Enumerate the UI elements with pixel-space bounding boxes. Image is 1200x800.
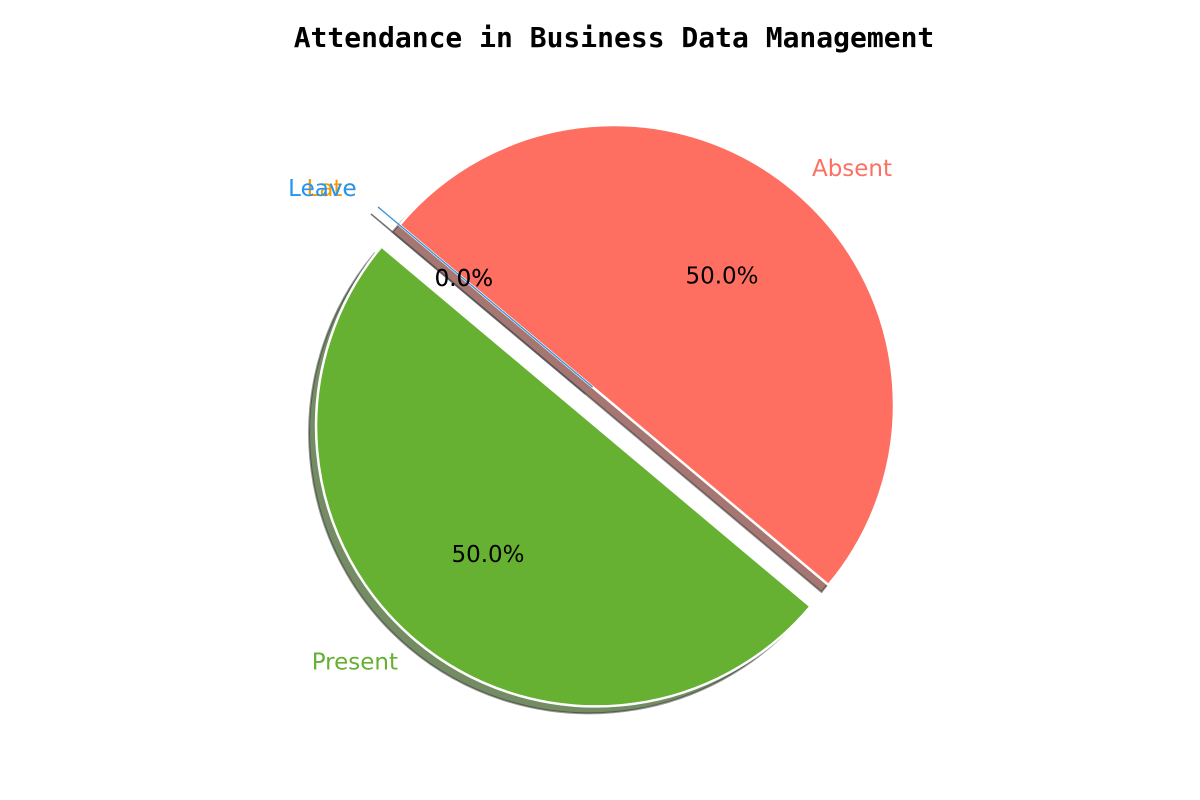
slice-present	[314, 244, 813, 708]
category-label-late: Late	[307, 176, 357, 202]
percent-label-leave: 0.0%	[435, 266, 493, 292]
percent-label-absent: 50.0%	[685, 263, 758, 289]
slices	[314, 123, 896, 708]
chart-title: Attendance in Business Data Management	[294, 21, 935, 54]
category-label-leave: Leave	[288, 176, 356, 202]
percent-label-present: 50.0%	[451, 542, 524, 568]
slice-absent	[397, 123, 896, 587]
percent-label-late: 0.0%	[435, 266, 493, 292]
category-label-present: Present	[312, 649, 398, 675]
category-label-absent: Absent	[812, 156, 892, 182]
